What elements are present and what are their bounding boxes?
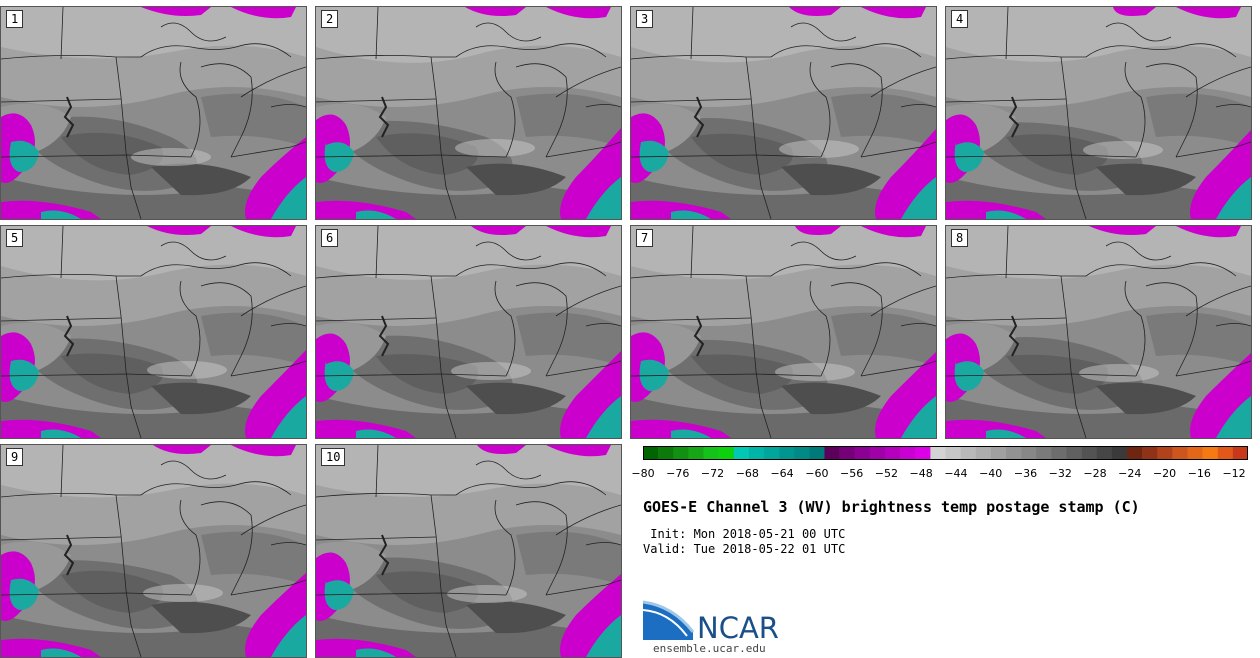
colorbar-segment (1006, 446, 1022, 460)
colorbar-segment (1202, 446, 1219, 460)
colorbar-segment (824, 446, 840, 460)
website-url: ensemble.ucar.edu (653, 642, 766, 655)
panel-number-label: 2 (321, 10, 339, 28)
map-panel: 8 (945, 225, 1252, 439)
colorbar-segment (885, 446, 901, 460)
map-panel: 6 (315, 225, 622, 439)
ncar-logo-text: NCAR (697, 611, 779, 645)
colorbar-segment (990, 446, 1007, 460)
colorbar-segment (1036, 446, 1052, 460)
colorbar-segment (673, 446, 689, 460)
colorbar-tick-label: −76 (666, 467, 690, 480)
water-vapor-map (1, 445, 306, 657)
colorbar-segment (1187, 446, 1203, 460)
colorbar-tick-label: −68 (735, 467, 759, 480)
water-vapor-map (1, 7, 306, 219)
map-panel: 5 (0, 225, 307, 439)
colorbar-tick-label: −48 (909, 467, 933, 480)
map-panel: 1 (0, 6, 307, 220)
panel-number-label: 1 (6, 10, 24, 28)
colorbar-segment (869, 446, 886, 460)
colorbar-segment (1111, 446, 1128, 460)
colorbar-tick-label: −80 (631, 467, 655, 480)
colorbar-segment (718, 446, 735, 460)
panel-number-label: 8 (951, 229, 969, 247)
water-vapor-map (1, 226, 306, 438)
colorbar-segment (1217, 446, 1234, 460)
colorbar-segment (733, 446, 750, 460)
colorbar-segment (748, 446, 765, 460)
colorbar-segment (839, 446, 856, 460)
colorbar-segment (703, 446, 719, 460)
panel-number-label: 3 (636, 10, 654, 28)
water-vapor-map (631, 226, 936, 438)
panel-number-label: 6 (321, 229, 339, 247)
colorbar-segment (1157, 446, 1173, 460)
init-time: Init: Mon 2018-05-21 00 UTC (643, 527, 846, 541)
colorbar-segment (1021, 446, 1037, 460)
water-vapor-map (316, 226, 621, 438)
colorbar-segment (900, 446, 916, 460)
map-panel: 4 (945, 6, 1252, 220)
colorbar-tick-label: −36 (1013, 467, 1038, 480)
colorbar-tick-label: −72 (700, 467, 725, 480)
panel-number-label: 9 (6, 448, 24, 466)
water-vapor-map (946, 226, 1251, 438)
panel-number-label: 4 (951, 10, 969, 28)
colorbar-segment (915, 446, 931, 460)
colorbar-tick-label: −64 (770, 467, 794, 480)
colorbar-segment (794, 446, 810, 460)
map-panel: 7 (630, 225, 937, 439)
map-panel: 10 (315, 444, 622, 658)
map-panel: 9 (0, 444, 307, 658)
map-panel: 3 (630, 6, 937, 220)
colorbar-tick-label: −12 (1222, 467, 1246, 480)
colorbar-segment (945, 446, 961, 460)
panel-number-label: 5 (6, 229, 24, 247)
panel-number-label: 7 (636, 229, 654, 247)
map-panel: 2 (315, 6, 622, 220)
colorbar-segment (643, 446, 659, 460)
colorbar-segment (1081, 446, 1098, 460)
colorbar-segment (809, 446, 825, 460)
colorbar (643, 446, 1248, 460)
colorbar-tick-label: −28 (1083, 467, 1107, 480)
water-vapor-map (631, 7, 936, 219)
colorbar-tick-label: −52 (874, 467, 898, 480)
ncar-logo-icon (643, 600, 695, 640)
valid-time: Valid: Tue 2018-05-22 01 UTC (643, 542, 846, 556)
colorbar-segment (1051, 446, 1067, 460)
colorbar-tick-label: −24 (1118, 467, 1142, 480)
colorbar-tick-label: −32 (1048, 467, 1072, 480)
colorbar-segment (1172, 446, 1188, 460)
panel-number-label: 10 (321, 448, 346, 466)
colorbar-segment (960, 446, 977, 460)
colorbar-segment (1066, 446, 1082, 460)
water-vapor-map (316, 7, 621, 219)
water-vapor-map (316, 445, 621, 657)
colorbar-segment (930, 446, 946, 460)
colorbar-segment (1142, 446, 1158, 460)
colorbar-segment (854, 446, 871, 460)
colorbar-segment (658, 446, 674, 460)
colorbar-tick-label: −20 (1152, 467, 1177, 480)
colorbar-segment (779, 446, 795, 460)
colorbar-tick-label: −56 (840, 467, 864, 480)
water-vapor-map (946, 7, 1251, 219)
colorbar-segment (975, 446, 992, 460)
colorbar-segment (688, 446, 704, 460)
colorbar-segment (764, 446, 780, 460)
colorbar-segment (1096, 446, 1113, 460)
figure-title: GOES-E Channel 3 (WV) brightness temp po… (643, 498, 1140, 516)
colorbar-segment (1127, 446, 1143, 460)
colorbar-tick-label: −16 (1187, 467, 1211, 480)
colorbar-tick-label: −40 (979, 467, 1003, 480)
colorbar-segment (1232, 446, 1248, 460)
colorbar-tick-label: −44 (944, 467, 968, 480)
colorbar-tick-label: −60 (805, 467, 829, 480)
